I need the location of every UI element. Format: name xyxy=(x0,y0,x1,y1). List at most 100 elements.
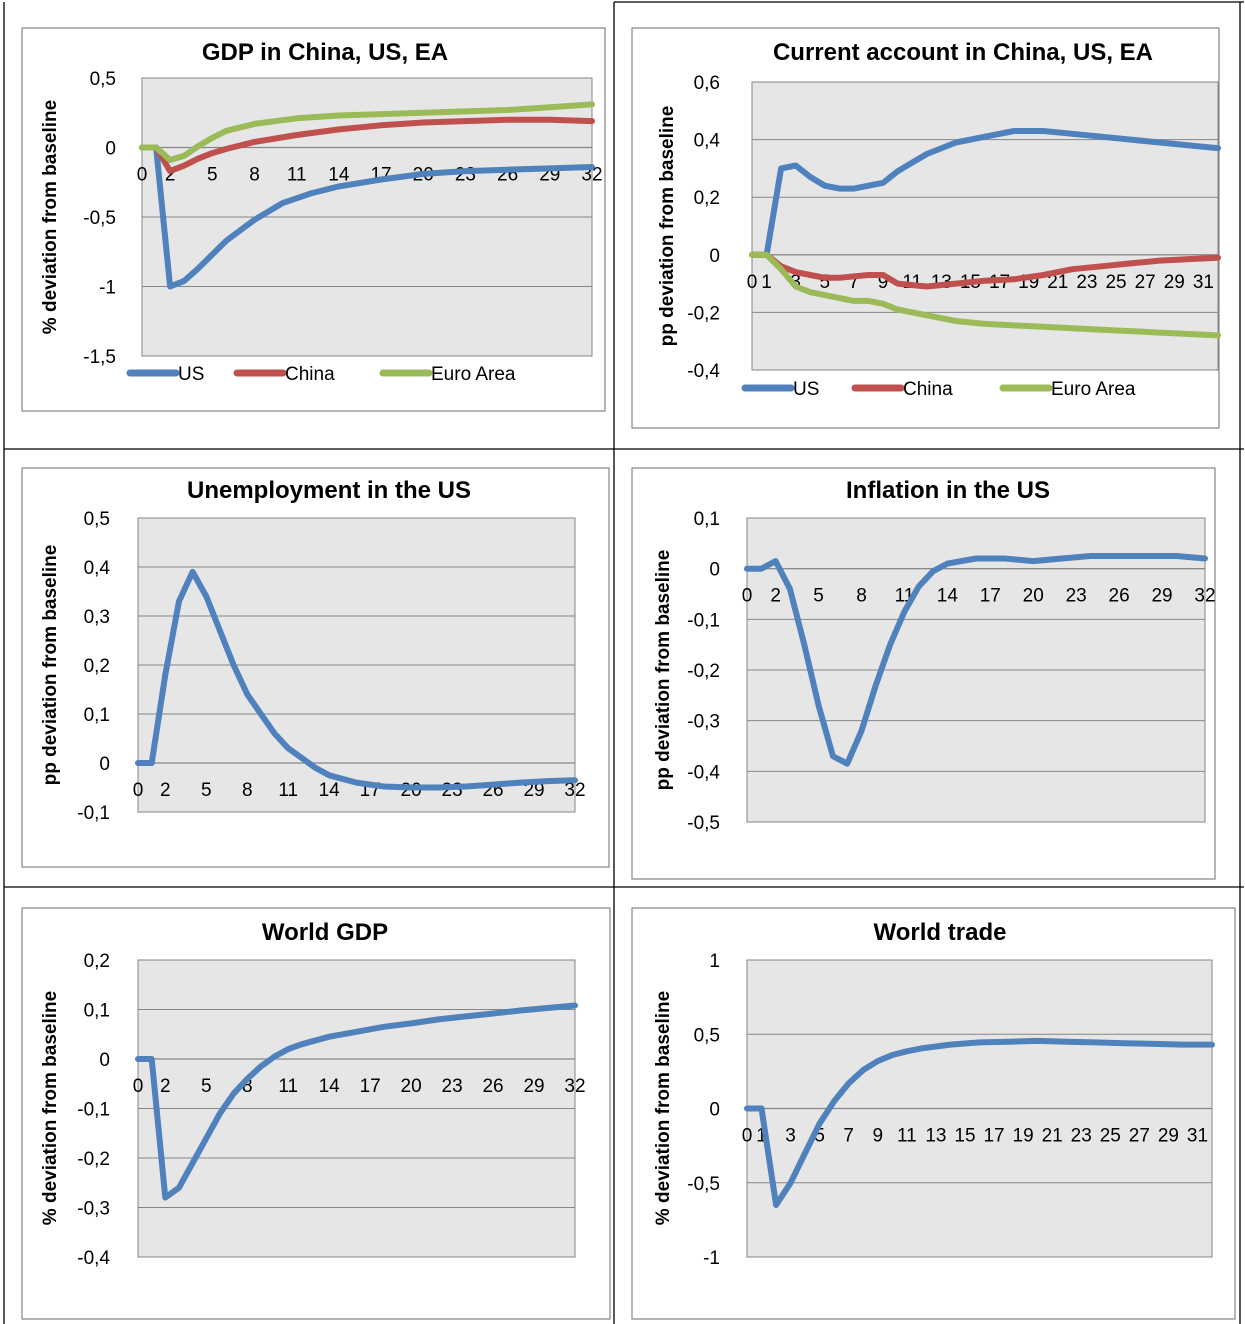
x-tick-label: 29 xyxy=(523,780,544,801)
x-tick-label: 14 xyxy=(319,1076,341,1097)
x-tick-label: 2 xyxy=(160,1076,171,1097)
y-tick-label: -0,5 xyxy=(687,1174,720,1195)
x-tick-label: 0 xyxy=(133,780,144,801)
legend-label: US xyxy=(178,364,204,385)
y-tick-label: 0 xyxy=(709,560,720,581)
y-axis-label: pp deviation from baseline xyxy=(40,545,61,786)
chart-title: Inflation in the US xyxy=(846,477,1050,504)
legend-label: China xyxy=(285,364,335,385)
x-tick-label: 11 xyxy=(278,1076,298,1097)
y-axis-label: pp deviation from baseline xyxy=(653,550,674,791)
x-tick-label: 5 xyxy=(201,780,212,801)
y-tick-label: 0,1 xyxy=(694,509,720,530)
legend-label: China xyxy=(903,379,953,400)
y-axis-label: pp deviation from baseline xyxy=(657,106,678,347)
legend-label: Euro Area xyxy=(431,364,516,385)
x-tick-label: 17 xyxy=(980,586,1001,607)
x-tick-label: 0 xyxy=(133,1076,144,1097)
x-tick-label: 23 xyxy=(442,1076,463,1097)
y-tick-label: -0,1 xyxy=(687,610,720,631)
x-tick-label: 7 xyxy=(843,1126,854,1147)
x-tick-label: 14 xyxy=(328,165,350,186)
chart-world-gdp: 0,20,10-0,1-0,2-0,3-0,40 2 5 8 11 14 17 20 23 26 2… xyxy=(21,907,611,1320)
x-tick-label: 5 xyxy=(820,272,831,293)
y-tick-label: -0,2 xyxy=(77,1149,110,1170)
y-tick-label: 0,4 xyxy=(694,131,721,152)
x-tick-label: 31 xyxy=(1193,272,1214,293)
x-tick-label: 5 xyxy=(814,1126,825,1147)
series-line-us xyxy=(749,128,1221,258)
x-tick-label: 25 xyxy=(1105,272,1126,293)
x-tick-label: 23 xyxy=(1076,272,1097,293)
y-tick-label: -0,1 xyxy=(77,1100,110,1121)
x-tick-label: 5 xyxy=(207,165,218,186)
y-tick-label: 0,1 xyxy=(84,705,110,726)
y-tick-label: -0,2 xyxy=(687,661,720,682)
y-tick-label: 0,3 xyxy=(84,607,110,628)
series-line-china xyxy=(139,116,595,175)
x-tick-label: 0 xyxy=(747,272,758,293)
x-tick-label: 14 xyxy=(319,780,341,801)
x-tick-label: 32 xyxy=(564,780,585,801)
y-tick-label: -1 xyxy=(99,278,116,299)
legend-label: US xyxy=(793,379,819,400)
x-tick-label: 0 xyxy=(742,586,753,607)
x-tick-label: 2 xyxy=(770,586,781,607)
y-tick-label: -0,3 xyxy=(77,1199,110,1220)
x-tick-label: 5 xyxy=(813,586,824,607)
y-tick-label: -1 xyxy=(703,1248,720,1269)
x-tick-label: 29 xyxy=(1151,586,1172,607)
x-tick-label: 17 xyxy=(360,1076,381,1097)
series-line-main xyxy=(135,568,578,791)
series-line-china xyxy=(749,251,1221,290)
x-tick-label: 23 xyxy=(1071,1126,1092,1147)
y-axis-label: % deviation from baseline xyxy=(40,100,61,334)
x-tick-label: 11 xyxy=(278,780,298,801)
y-axis-label: % deviation from baseline xyxy=(653,991,674,1225)
x-tick-label: 17 xyxy=(983,1126,1004,1147)
y-tick-label: 0,2 xyxy=(84,951,110,972)
x-tick-label: 9 xyxy=(872,1126,883,1147)
series-line-main xyxy=(135,1002,578,1201)
x-tick-label: 11 xyxy=(287,165,307,186)
series-line-euro-area xyxy=(139,101,595,163)
x-tick-label: 1 xyxy=(761,272,772,293)
y-tick-label: 0 xyxy=(99,754,110,775)
y-tick-label: 0,5 xyxy=(694,1025,720,1046)
y-tick-label: 0 xyxy=(99,1050,110,1071)
series-line-main xyxy=(744,553,1208,767)
x-tick-label: 20 xyxy=(401,1076,422,1097)
x-tick-label: 21 xyxy=(1042,1126,1063,1147)
x-tick-label: 27 xyxy=(1135,272,1156,293)
y-tick-label: -1,5 xyxy=(83,347,116,368)
legend-label: Euro Area xyxy=(1051,379,1136,400)
x-tick-label: 11 xyxy=(897,1126,917,1147)
y-tick-label: 0 xyxy=(105,139,116,160)
x-tick-label: 23 xyxy=(455,165,476,186)
x-tick-label: 3 xyxy=(785,1126,796,1147)
y-tick-label: 0,2 xyxy=(84,656,110,677)
y-tick-label: 0,2 xyxy=(694,188,720,209)
x-tick-label: 26 xyxy=(482,1076,503,1097)
y-tick-label: 0,5 xyxy=(84,509,110,530)
x-tick-label: 0 xyxy=(137,165,148,186)
series-line-euro-area xyxy=(749,251,1221,339)
x-tick-label: 1 xyxy=(756,1126,767,1147)
series-line-us xyxy=(139,144,595,290)
y-tick-label: 0,1 xyxy=(84,1001,110,1022)
x-tick-label: 21 xyxy=(1047,272,1068,293)
x-tick-label: 19 xyxy=(1013,1126,1034,1147)
y-tick-label: 0,4 xyxy=(84,558,111,579)
y-tick-label: 0,5 xyxy=(90,69,116,90)
x-tick-label: 29 xyxy=(1164,272,1185,293)
x-tick-label: 7 xyxy=(849,272,860,293)
chart-world-trade: 10,50-0,5-10 1 3 5 7 9 11 13 15 17 19 21 23 25 27 29 31W… xyxy=(631,907,1236,1320)
x-tick-label: 8 xyxy=(242,1076,253,1097)
x-tick-label: 32 xyxy=(564,1076,585,1097)
chart-inflation-us: 0,10-0,1-0,2-0,3-0,4-0,50 2 5 8 11 14 17 20 23 26… xyxy=(631,467,1216,880)
x-tick-label: 26 xyxy=(1109,586,1130,607)
chart-unemployment-us: 0,50,40,30,20,10-0,10 2 5 8 11 14 17 20 23 26 29 32… xyxy=(21,467,610,868)
series-line-main xyxy=(744,1037,1215,1208)
